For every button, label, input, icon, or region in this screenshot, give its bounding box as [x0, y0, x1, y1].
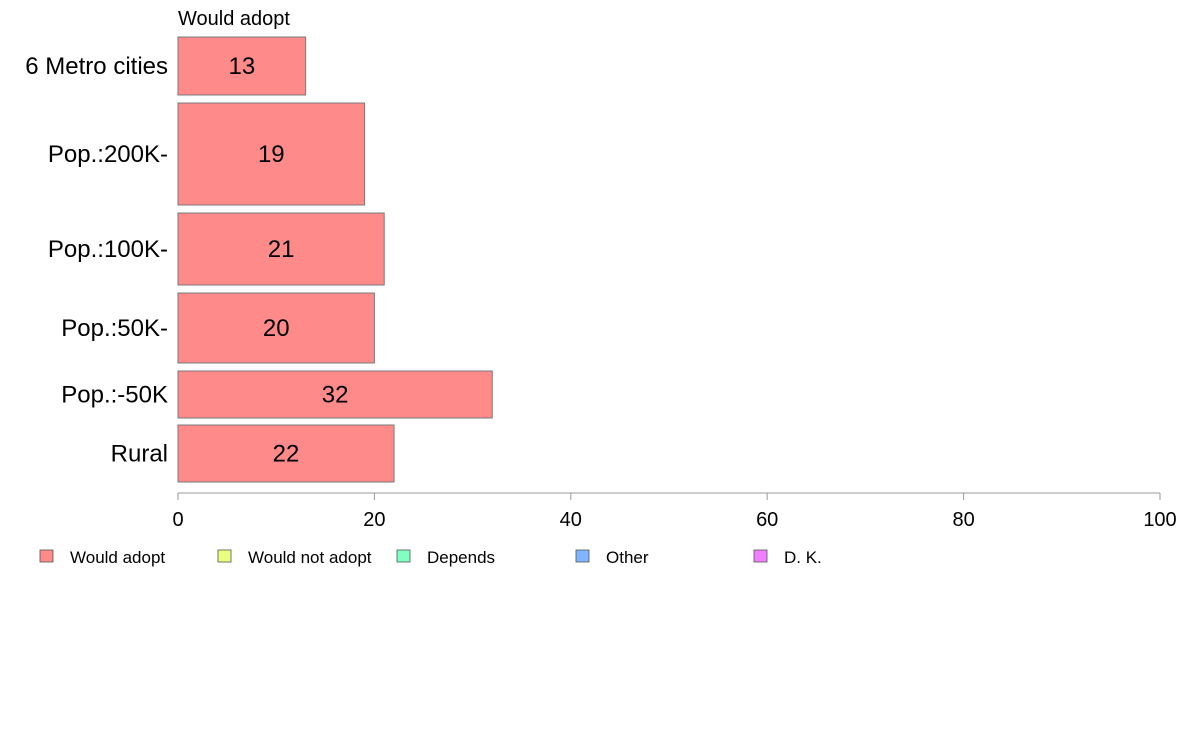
data-label: 22	[273, 441, 300, 468]
legend-label: Would not adopt	[248, 548, 372, 567]
x-tick-label: 100	[1143, 509, 1176, 531]
category-label: Rural	[111, 441, 168, 468]
x-tick-label: 40	[560, 509, 582, 531]
legend: Would adopt Would not adopt Depends Other D.…	[39, 548, 822, 567]
x-tick-label: 20	[363, 509, 385, 531]
data-label: 20	[263, 315, 290, 342]
legend-label: Depends	[427, 548, 495, 567]
legend-label: Other	[606, 548, 649, 567]
x-tick-label: 60	[756, 509, 778, 531]
bars-group: 6 Metro cities 13 Pop.:200K- 19 Pop.:100K- 21…	[25, 36, 493, 483]
bar-segment	[177, 370, 493, 419]
bar-segment	[177, 36, 307, 96]
bar-segment	[177, 102, 366, 206]
category-label: Pop.:200K-	[48, 141, 168, 168]
segment-title: Would adopt	[178, 8, 290, 30]
x-tick-label: 80	[952, 509, 974, 531]
legend-swatch	[39, 549, 54, 563]
category-label: 6 Metro cities	[25, 53, 168, 80]
bar-segment	[177, 424, 395, 483]
data-label: 13	[228, 53, 255, 80]
bar-segment	[177, 212, 385, 286]
category-label: Pop.:50K-	[61, 315, 168, 342]
legend-label: D. K.	[784, 548, 822, 567]
legend-swatch	[217, 549, 232, 563]
legend-swatch	[396, 549, 411, 563]
legend-swatch	[753, 549, 768, 563]
legend-label: Would adopt	[70, 548, 165, 567]
data-label: 32	[322, 382, 349, 409]
bar-segment	[177, 292, 375, 364]
category-label: Pop.:-50K	[61, 382, 168, 409]
data-label: 21	[268, 236, 295, 263]
category-label: Pop.:100K-	[48, 236, 168, 263]
legend-swatch	[575, 549, 590, 563]
x-tick-label: 0	[172, 509, 183, 531]
x-axis: 0 20 40 60 80 100	[172, 492, 1177, 531]
data-label: 19	[258, 141, 285, 168]
